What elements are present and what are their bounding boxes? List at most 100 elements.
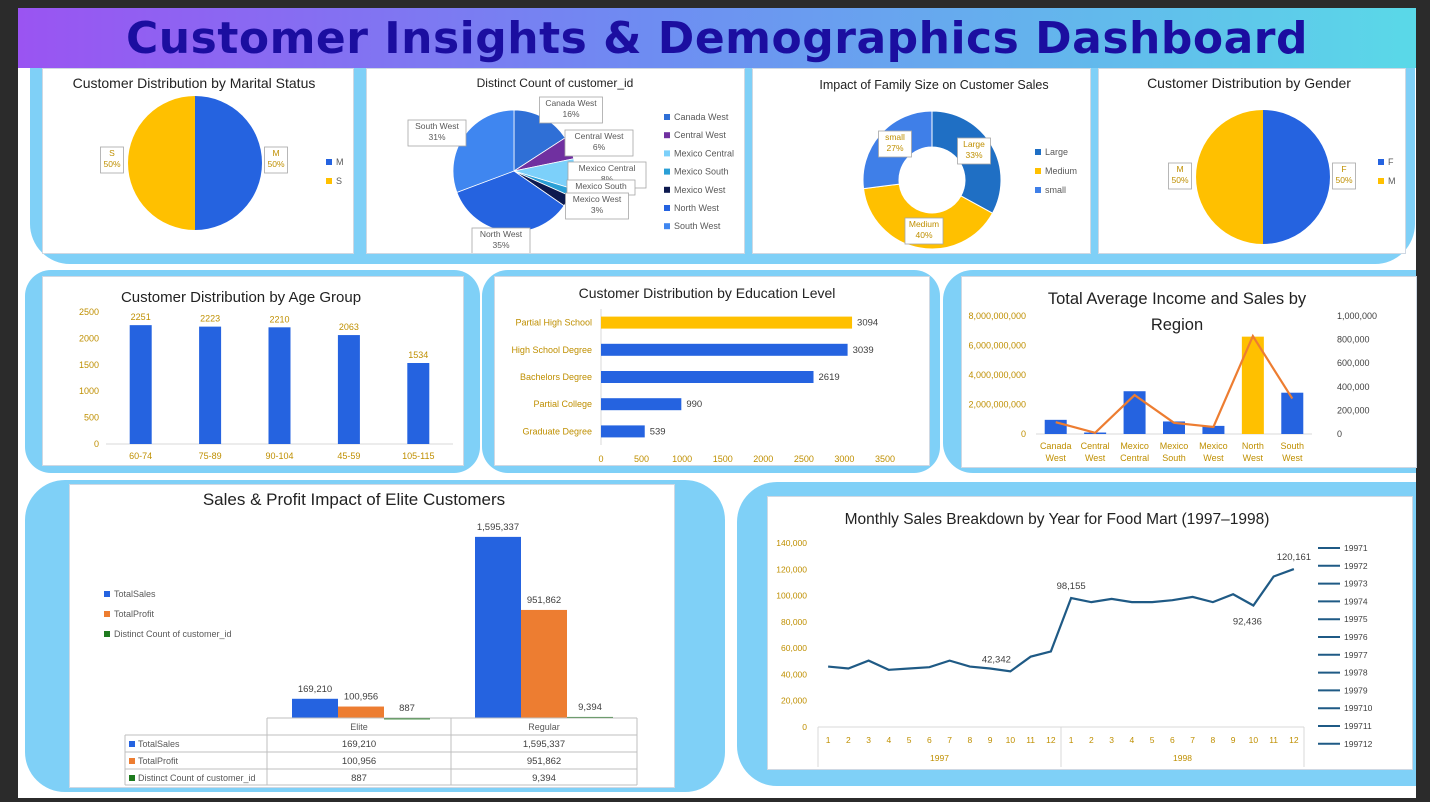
- region-legend-swatch: [664, 223, 670, 230]
- region-label-6-line: 31%: [428, 132, 445, 142]
- region-label-2-line: Mexico Central: [579, 163, 636, 173]
- region-label-1-line: 6%: [593, 142, 606, 152]
- income-ytick-left: 2,000,000,000: [968, 400, 1026, 410]
- elite-bar-Elite-0: [292, 698, 338, 718]
- education-xtick: 1500: [713, 454, 733, 464]
- region-label-1-box: [564, 129, 634, 157]
- elite-table-cell: 169,210: [342, 739, 376, 750]
- marital-title: Customer Distribution by Marital Status: [73, 75, 316, 91]
- income-category-label: West: [1203, 453, 1224, 463]
- card-edu-svg: Customer Distribution by Education Level…: [511, 285, 895, 464]
- monthly-point-label: 42,342: [982, 654, 1011, 665]
- education-value-label: 990: [686, 399, 702, 410]
- elite-table-swatch: [129, 775, 135, 781]
- region-legend-swatch: [664, 186, 670, 193]
- region-legend-label: Mexico West: [674, 185, 726, 195]
- education-xtick: 3000: [834, 454, 854, 464]
- gender-label-f-line: 50%: [1335, 175, 1352, 185]
- elite-legend-label: Distinct Count of customer_id: [114, 629, 232, 639]
- monthly-legend-label: 199711: [1344, 721, 1372, 731]
- gender-slice-F: [1263, 110, 1330, 244]
- elite-value-label: 169,210: [298, 684, 332, 695]
- gender-label-m-line: M: [1176, 164, 1183, 174]
- elite-legend-label: TotalProfit: [114, 609, 155, 619]
- monthly-year-label: 1998: [1173, 753, 1192, 763]
- region-label-3-line: Mexico South: [575, 181, 627, 191]
- region-label-0-line: 16%: [562, 109, 579, 119]
- gender-legend-label: M: [1388, 176, 1396, 186]
- income-category-label: Mexico: [1199, 441, 1228, 451]
- income-ytick-right: 800,000: [1337, 335, 1370, 345]
- region-label-0-line: Canada West: [545, 98, 597, 108]
- region-label-4-line: Mexico West: [573, 194, 622, 204]
- elite-value-label: 951,862: [527, 595, 561, 606]
- family-slice-Medium: [862, 183, 994, 250]
- education-category-label: Bachelors Degree: [520, 372, 592, 382]
- marital-label-s-line: S: [109, 148, 115, 158]
- region-legend-label: South West: [674, 221, 721, 231]
- income-category-label: North: [1242, 441, 1264, 451]
- family-legend-label: Medium: [1045, 166, 1077, 176]
- monthly-point-label: 92,436: [1233, 617, 1262, 628]
- monthly-sales-line: [828, 568, 1295, 673]
- income-ytick-left: 0: [1021, 429, 1026, 439]
- income-category-label: Mexico: [1160, 441, 1189, 451]
- monthly-legend-label: 19978: [1344, 668, 1368, 678]
- marital-label-m-line: 50%: [267, 159, 284, 169]
- family-title: Impact of Family Size on Customer Sales: [819, 78, 1048, 92]
- elite-legend-swatch: [104, 631, 110, 637]
- region-legend-swatch: [664, 205, 670, 211]
- income-category-label: West: [1085, 453, 1106, 463]
- marital-slice-S: [128, 96, 195, 230]
- family-label-medium-line: 40%: [915, 230, 932, 240]
- family-legend-label: small: [1045, 185, 1066, 195]
- age-ytick: 2500: [79, 307, 99, 317]
- monthly-legend-label: 19976: [1344, 632, 1368, 642]
- income-ytick-left: 8,000,000,000: [968, 311, 1026, 321]
- education-xtick: 3500: [875, 454, 895, 464]
- family-label-small-line: small: [885, 132, 905, 142]
- age-category-label: 75-89: [199, 451, 222, 461]
- marital-label-s-box: [100, 146, 124, 174]
- gender-legend-label: F: [1388, 157, 1394, 167]
- region-label-6-box: [407, 119, 467, 147]
- page-title: Customer Insights & Demographics Dashboa…: [126, 12, 1308, 64]
- elite-legend-swatch: [104, 591, 110, 597]
- region-legend-swatch: [664, 114, 670, 120]
- age-group-chart: Customer Distribution by Age Group 0 500 10…: [42, 276, 464, 466]
- monthly-legend-label: 19977: [1344, 650, 1368, 660]
- monthly-point-label: 120,161: [1277, 552, 1311, 563]
- marital-label-m-box: [264, 146, 288, 174]
- age-value-label: 2210: [269, 314, 289, 324]
- family-legend-swatch: [1035, 168, 1041, 174]
- education-category-label: Graduate Degree: [522, 426, 592, 436]
- education-bar-3: [601, 398, 682, 411]
- income-ytick-left: 4,000,000,000: [968, 370, 1026, 380]
- elite-customers-chart: Sales & Profit Impact of Elite Customers…: [69, 484, 675, 788]
- monthly-ytick: 80,000: [781, 617, 807, 627]
- income-title-line1: Total Average Income and Sales by: [1048, 290, 1307, 308]
- education-bar-2: [601, 371, 814, 383]
- monthly-legend-label: 199712: [1344, 739, 1373, 749]
- age-ytick: 2000: [79, 333, 99, 343]
- education-category-label: High School Degree: [511, 345, 592, 355]
- monthly-legend-label: 19975: [1344, 614, 1368, 624]
- income-category-label: West: [1282, 453, 1303, 463]
- family-label-large-line: Large: [963, 139, 985, 149]
- monthly-legend-label: 19971: [1344, 543, 1368, 553]
- region-legend-swatch: [664, 150, 670, 157]
- income-category-label: South: [1281, 441, 1305, 451]
- gender-legend-swatch: [1378, 159, 1384, 165]
- elite-table-swatch: [129, 741, 135, 747]
- gender-chart: Customer Distribution by Gender F 50% M 50% F…: [1098, 68, 1406, 254]
- income-bar-3: [1163, 421, 1185, 434]
- region-legend-label: North West: [674, 203, 719, 213]
- monthly-legend-label: 19973: [1344, 579, 1368, 589]
- card-age-svg: Customer Distribution by Age Group 0 500 10…: [79, 289, 453, 461]
- monthly-ytick: 140,000: [776, 538, 807, 548]
- monthly-legend-label: 199710: [1344, 703, 1373, 713]
- age-bar-90-104: [268, 327, 291, 444]
- age-title: Customer Distribution by Age Group: [121, 289, 361, 306]
- elite-bar-Elite-2: [384, 717, 430, 720]
- monthly-month-label: 7: [947, 735, 952, 745]
